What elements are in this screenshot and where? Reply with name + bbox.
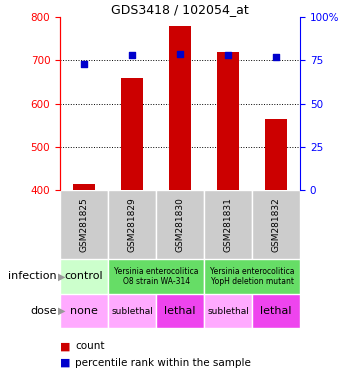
Text: count: count bbox=[75, 341, 105, 351]
Bar bbox=[265, 119, 287, 190]
Bar bbox=[73, 184, 95, 190]
Bar bbox=[156, 294, 204, 328]
Point bbox=[129, 52, 135, 58]
Text: Yersinia enterocolitica
YopH deletion mutant: Yersinia enterocolitica YopH deletion mu… bbox=[210, 267, 294, 286]
Bar bbox=[204, 190, 252, 259]
Text: ■: ■ bbox=[60, 358, 71, 368]
Text: GSM281831: GSM281831 bbox=[224, 197, 233, 252]
Bar bbox=[252, 294, 300, 328]
Bar bbox=[169, 26, 191, 190]
Text: control: control bbox=[65, 271, 103, 281]
Text: ■: ■ bbox=[60, 341, 71, 351]
Bar bbox=[121, 78, 143, 190]
Bar bbox=[108, 294, 156, 328]
Text: ▶: ▶ bbox=[58, 271, 66, 281]
Bar bbox=[60, 294, 108, 328]
Text: GSM281825: GSM281825 bbox=[80, 197, 88, 252]
Text: GSM281829: GSM281829 bbox=[128, 197, 137, 252]
Bar bbox=[204, 259, 300, 294]
Bar bbox=[108, 259, 204, 294]
Point bbox=[177, 51, 183, 57]
Text: ▶: ▶ bbox=[58, 306, 66, 316]
Text: lethal: lethal bbox=[260, 306, 292, 316]
Bar bbox=[252, 190, 300, 259]
Bar bbox=[156, 190, 204, 259]
Text: GSM281830: GSM281830 bbox=[176, 197, 185, 252]
Point bbox=[273, 54, 279, 60]
Text: none: none bbox=[70, 306, 98, 316]
Bar bbox=[60, 259, 108, 294]
Text: sublethal: sublethal bbox=[111, 306, 153, 316]
Text: percentile rank within the sample: percentile rank within the sample bbox=[75, 358, 251, 368]
Text: infection: infection bbox=[8, 271, 57, 281]
Bar bbox=[204, 294, 252, 328]
Text: Yersinia enterocolitica
O8 strain WA-314: Yersinia enterocolitica O8 strain WA-314 bbox=[114, 267, 198, 286]
Point bbox=[81, 61, 87, 67]
Bar bbox=[108, 190, 156, 259]
Bar bbox=[217, 52, 239, 190]
Point bbox=[225, 52, 231, 58]
Bar bbox=[60, 190, 108, 259]
Text: sublethal: sublethal bbox=[207, 306, 249, 316]
Title: GDS3418 / 102054_at: GDS3418 / 102054_at bbox=[111, 3, 249, 16]
Text: dose: dose bbox=[30, 306, 57, 316]
Text: lethal: lethal bbox=[164, 306, 196, 316]
Text: GSM281832: GSM281832 bbox=[272, 197, 281, 252]
